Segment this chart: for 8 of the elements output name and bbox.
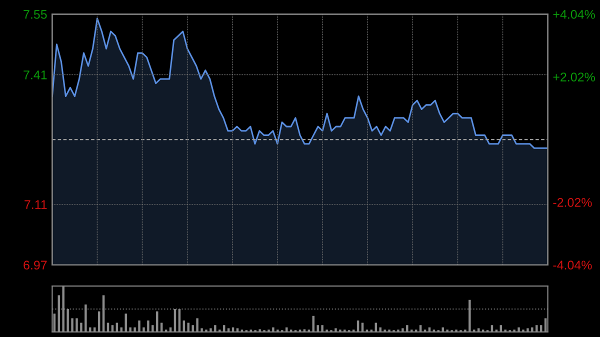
y-tick-label: 6.97 — [24, 260, 47, 270]
y-tick-label: 7.11 — [24, 200, 47, 209]
y2-tick-label: +4.04% — [553, 10, 595, 19]
y2-tick-label: -4.04% — [553, 260, 592, 270]
y-tick-label: 7.55 — [24, 10, 47, 19]
y2-tick-label: +2.02% — [553, 72, 595, 82]
y2-tick-label: -2.02% — [553, 198, 592, 207]
y-tick-label: 7.41 — [24, 70, 47, 80]
